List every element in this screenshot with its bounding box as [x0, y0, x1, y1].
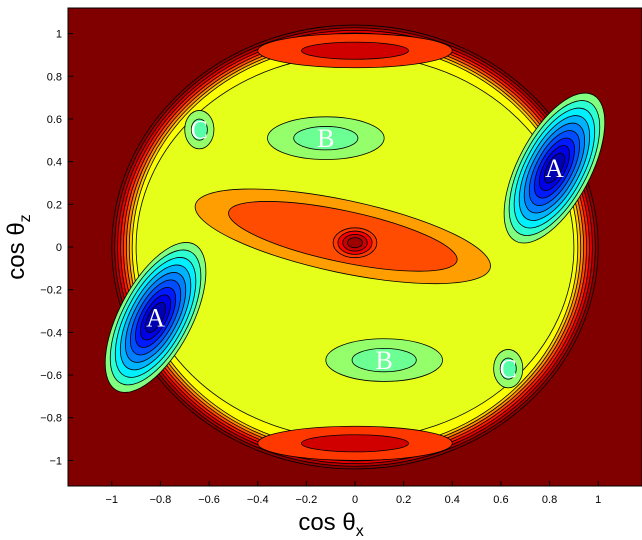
y-tick-label: 1 [56, 29, 62, 41]
region-label-b: B [317, 124, 334, 153]
y-tick-label: −0.8 [40, 413, 62, 425]
x-tick-label: −0.8 [150, 494, 172, 506]
y-tick-label: 0.8 [47, 71, 62, 83]
y-tick-label: 0.6 [47, 114, 62, 126]
cap-contour [301, 41, 409, 60]
x-tick-label: 0.2 [396, 494, 411, 506]
y-tick-label: 0.2 [47, 199, 62, 211]
well-a-contour [145, 302, 167, 333]
basin-c-contour [190, 118, 208, 141]
x-axis-label: cos θx [298, 509, 363, 540]
x-tick-label: −0.2 [295, 494, 317, 506]
basin-b-contour [293, 126, 359, 151]
x-tick-label: −0.4 [247, 494, 269, 506]
y-tick-label: −0.6 [40, 370, 62, 382]
region-label-a: A [545, 154, 564, 183]
y-axis-ticks: 1 0.8 0.6 0.4 0.2 0 −0.2 −0.4 −0.6 −0.8 −1 [40, 29, 73, 467]
x-tick-label: 0 [352, 494, 358, 506]
y-tick-label: −1 [49, 455, 62, 467]
x-tick-label: −0.6 [198, 494, 220, 506]
x-tick-label: 0.8 [542, 494, 557, 506]
basin-b-contour [351, 347, 417, 373]
y-tick-label: 0.4 [47, 157, 62, 169]
y-tick-label: −0.4 [40, 327, 62, 339]
well-a-contour [543, 152, 565, 184]
y-tick-label: 0 [56, 242, 62, 254]
region-labels: A A B B C C [146, 116, 564, 384]
region-label-c: C [191, 116, 208, 145]
x-axis-ticks: −1 −0.8 −0.6 −0.4 −0.2 0 0.2 0.4 0.6 0.8 1 [106, 481, 601, 506]
center-maximum-contour [347, 237, 363, 249]
region-label-c: C [500, 355, 517, 384]
x-tick-label: 0.4 [445, 494, 460, 506]
x-tick-label: −1 [106, 494, 119, 506]
x-tick-label: 1 [595, 494, 601, 506]
cap-contour [301, 434, 409, 453]
contour-fill-layers [104, 24, 606, 470]
x-tick-label: 0.6 [493, 494, 508, 506]
y-axis-label: cos θz [3, 214, 34, 279]
y-tick-label: −0.2 [40, 285, 62, 297]
plot-area [68, 8, 642, 486]
region-label-b: B [376, 346, 393, 375]
basin-c-contour [499, 357, 517, 380]
region-label-a: A [146, 303, 165, 332]
